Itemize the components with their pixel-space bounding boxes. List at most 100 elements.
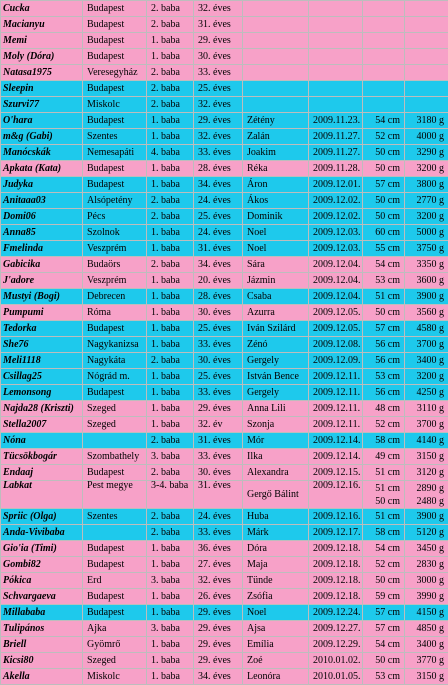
cell-date: 2009.12.02. — [309, 193, 363, 209]
cell-city: Szeged — [83, 417, 147, 433]
cell-baby: 1. baba — [147, 241, 194, 257]
cell-length — [363, 65, 405, 81]
cell-date: 2009.11.28. — [309, 161, 363, 177]
cell-age: 29. éves — [194, 621, 243, 637]
cell-date — [309, 97, 363, 113]
cell-length: 56 cm — [363, 385, 405, 401]
cell-weight — [405, 1, 448, 17]
cell-date: 2009.12.17. — [309, 525, 363, 541]
cell-date: 2009.12.14. — [309, 433, 363, 449]
cell-date: 2009.12.01. — [309, 177, 363, 193]
cell-date — [309, 81, 363, 97]
cell-age: 34. éves — [194, 257, 243, 273]
cell-date: 2009.12.08. — [309, 337, 363, 353]
cell-baby-name: Ákos — [243, 193, 309, 209]
cell-baby-name: Gergő Bálint — [243, 481, 309, 509]
cell-length: 56 cm — [363, 353, 405, 369]
cell-name: Pókica — [1, 573, 83, 589]
cell-age: 29. éves — [194, 113, 243, 129]
cell-baby-name — [243, 81, 309, 97]
cell-date: 2009.12.11. — [309, 401, 363, 417]
cell-city: Budapest — [83, 161, 147, 177]
cell-city — [83, 433, 147, 449]
cell-baby-name: Joakim — [243, 145, 309, 161]
cell-age: 30. éves — [194, 353, 243, 369]
cell-date: 2009.12.24. — [309, 605, 363, 621]
cell-baby: 1. baba — [147, 225, 194, 241]
cell-weight — [405, 97, 448, 113]
cell-age: 20. éves — [194, 273, 243, 289]
cell-city: Budapest — [83, 605, 147, 621]
cell-baby-name: Alexandra — [243, 465, 309, 481]
cell-date: 2009.12.11. — [309, 369, 363, 385]
cell-name: Cucka — [1, 1, 83, 17]
cell-name: Pumpumi — [1, 305, 83, 321]
cell-length: 54 cm — [363, 541, 405, 557]
cell-weight: 3120 g — [405, 465, 448, 481]
cell-age: 33. éves — [194, 337, 243, 353]
cell-date: 2009.12.18. — [309, 541, 363, 557]
cell-weight — [405, 33, 448, 49]
cell-city: Budaörs — [83, 257, 147, 273]
cell-name: Stella2007 — [1, 417, 83, 433]
cell-name: Anna85 — [1, 225, 83, 241]
cell-weight: 3700 g — [405, 417, 448, 433]
cell-city: Veszprém — [83, 241, 147, 257]
cell-length — [363, 81, 405, 97]
cell-baby-name: Sára — [243, 257, 309, 273]
cell-length: 57 cm — [363, 177, 405, 193]
cell-date: 2010.01.02. — [309, 653, 363, 669]
cell-baby-name: Zoé — [243, 653, 309, 669]
cell-age: 32. éves — [194, 97, 243, 113]
cell-baby: 2. baba — [147, 193, 194, 209]
cell-city: Szeged — [83, 401, 147, 417]
cell-date: 2009.12.11. — [309, 417, 363, 433]
cell-weight: 3900 g — [405, 289, 448, 305]
cell-age: 24. éves — [194, 225, 243, 241]
cell-baby: 1. baba — [147, 541, 194, 557]
cell-age: 29. éves — [194, 637, 243, 653]
cell-baby: 1. baba — [147, 177, 194, 193]
cell-weight: 3560 g — [405, 305, 448, 321]
cell-date — [309, 17, 363, 33]
cell-baby-name: Ajsa — [243, 621, 309, 637]
cell-age: 25. éves — [194, 321, 243, 337]
cell-length — [363, 97, 405, 113]
cell-length: 57 cm — [363, 621, 405, 637]
cell-baby-name: Áron — [243, 177, 309, 193]
cell-weight: 3400 g — [405, 353, 448, 369]
cell-age: 32. éves — [194, 1, 243, 17]
cell-city: Nagykanizsa — [83, 337, 147, 353]
cell-date: 2009.11.27. — [309, 145, 363, 161]
cell-age: 33. éves — [194, 65, 243, 81]
cell-baby-name: Gergely — [243, 353, 309, 369]
cell-baby: 1. baba — [147, 273, 194, 289]
cell-weight: 4850 g — [405, 621, 448, 637]
cell-name: Natasa1975 — [1, 65, 83, 81]
cell-weight: 3000 g — [405, 573, 448, 589]
cell-name: Labkat — [1, 481, 83, 509]
cell-weight: 3800 g — [405, 177, 448, 193]
cell-city: Budapest — [83, 465, 147, 481]
cell-baby-name: Zalán — [243, 129, 309, 145]
cell-date: 2009.12.11. — [309, 385, 363, 401]
cell-city: Pécs — [83, 209, 147, 225]
cell-name: Domi06 — [1, 209, 83, 225]
cell-date: 2009.12.03. — [309, 225, 363, 241]
cell-baby-name — [243, 1, 309, 17]
cell-city: Erd — [83, 573, 147, 589]
cell-length: 50 cm — [363, 145, 405, 161]
cell-weight: 4000 g — [405, 129, 448, 145]
cell-length: 57 cm — [363, 605, 405, 621]
cell-age: 24. éves — [194, 193, 243, 209]
cell-date — [309, 1, 363, 17]
cell-name: Tedorka — [1, 321, 83, 337]
